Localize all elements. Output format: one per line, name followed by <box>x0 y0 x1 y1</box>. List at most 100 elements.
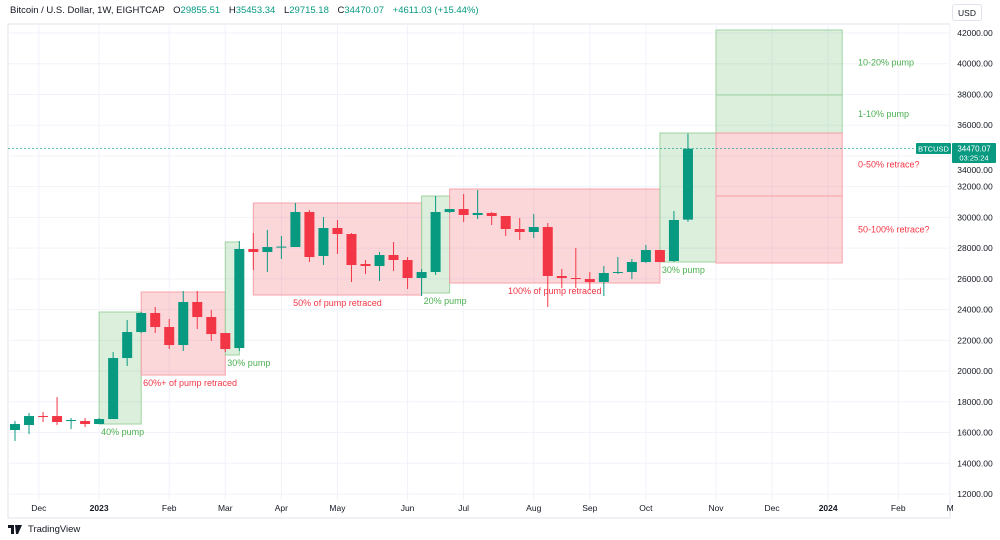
candle-body <box>514 229 525 233</box>
time-axis[interactable]: Dec 2023 Feb Mar Apr May Jun Jul Aug Sep Oct Nov Dec… <box>31 503 953 513</box>
candle-body <box>80 421 91 425</box>
candle-body <box>374 255 385 267</box>
candle-body <box>626 262 637 273</box>
projection-zone: 50-100% retrace? <box>715 195 930 264</box>
candle-body <box>528 227 539 233</box>
price-tag-symbol: BTCUSD <box>918 145 949 154</box>
tradingview-logo[interactable]: TradingView <box>8 524 80 535</box>
candle <box>402 257 413 290</box>
candle-body <box>542 227 553 277</box>
currency-button[interactable]: USD <box>952 4 982 21</box>
candle-body <box>164 327 175 346</box>
candle <box>542 223 553 308</box>
candle <box>430 196 441 276</box>
x-tick-label: Dec <box>31 503 47 513</box>
candle <box>416 269 427 297</box>
y-tick-label: 38000.00 <box>957 89 993 99</box>
box-label: 30% pump <box>662 265 705 275</box>
y-tick-label: 28000.00 <box>957 243 993 253</box>
candle-body <box>318 228 329 257</box>
annotation-boxes: 40% pump 60%+ of pump retraced 30% pump 50%… <box>98 29 930 437</box>
candle-body <box>402 260 413 279</box>
candle-body <box>178 302 189 346</box>
y-tick-label: 24000.00 <box>957 305 993 315</box>
candle <box>248 233 259 271</box>
candle-body <box>444 209 455 213</box>
price-axis[interactable]: 12000.00 14000.00 16000.00 18000.00 20000.00… <box>957 28 993 499</box>
candle-body <box>556 276 567 279</box>
box-label: 60%+ of pump retraced <box>143 378 237 388</box>
candle <box>556 269 567 289</box>
candle <box>360 260 371 275</box>
candle <box>234 241 245 352</box>
symbol-description[interactable]: Bitcoin / U.S. Dollar, 1W, EIGHTCAP <box>10 5 165 16</box>
price-tag-price: 34470.07 <box>957 145 991 154</box>
candle <box>388 242 399 272</box>
x-tick-label: Feb <box>891 503 906 513</box>
candle-body <box>360 264 371 267</box>
high-label: H <box>228 5 236 16</box>
close-label: C <box>337 5 345 16</box>
x-tick-label: Apr <box>275 503 288 513</box>
candle-body <box>10 424 20 431</box>
candle-body <box>94 419 105 425</box>
low-value: 29715.18 <box>289 5 329 16</box>
candle-body <box>458 209 469 216</box>
candle-body <box>52 416 63 423</box>
projection-zone: 1-10% pump <box>715 94 909 134</box>
candle <box>654 250 665 263</box>
y-tick-label: 22000.00 <box>957 335 993 345</box>
candle-body <box>220 333 231 350</box>
candle-body <box>346 234 357 266</box>
candle <box>136 312 147 334</box>
candle-body <box>122 332 133 359</box>
x-tick-label: Jun <box>401 503 415 513</box>
candle-body <box>612 272 623 274</box>
y-tick-label: 26000.00 <box>957 274 993 284</box>
candle <box>318 217 329 266</box>
candle-body <box>108 358 119 420</box>
open-value: 29855.51 <box>180 5 221 16</box>
candle <box>52 397 63 426</box>
candle <box>514 218 525 241</box>
candle-body <box>276 246 287 248</box>
candle <box>164 319 175 350</box>
candle-body <box>136 313 147 333</box>
candle-body <box>150 313 161 328</box>
x-tick-label: Sep <box>582 503 597 513</box>
y-tick-label: 20000.00 <box>957 366 993 376</box>
candle <box>304 210 315 263</box>
grid-lines <box>7 23 951 519</box>
candle-body <box>332 228 343 235</box>
x-tick-label: Jul <box>458 503 469 513</box>
candle-body <box>570 278 581 280</box>
y-tick-label: 34000.00 <box>957 165 993 175</box>
zone-rect <box>715 132 843 197</box>
projection-zone: 10-20% pump <box>715 29 914 96</box>
x-tick-label: Nov <box>708 503 724 513</box>
price-tag-countdown: 03:25:24 <box>959 154 988 163</box>
candle <box>472 190 483 220</box>
candle-body <box>472 213 483 216</box>
x-tick-label: May <box>329 503 346 513</box>
candle-body <box>584 279 595 283</box>
zone-rect <box>715 29 843 96</box>
x-tick-label: Feb <box>162 503 177 513</box>
y-tick-label: 32000.00 <box>957 182 993 192</box>
candle <box>374 252 385 282</box>
retrace-box: 100% of pump retraced <box>449 188 661 296</box>
candle <box>10 421 20 442</box>
y-tick-label: 12000.00 <box>957 489 993 499</box>
candle <box>24 413 35 435</box>
candle <box>682 133 693 222</box>
y-tick-label: 42000.00 <box>957 28 993 38</box>
candle <box>192 291 203 330</box>
candle-body <box>598 273 609 283</box>
y-tick-label: 14000.00 <box>957 458 993 468</box>
candle-body <box>500 216 511 230</box>
candle <box>122 320 133 367</box>
candle <box>80 418 91 428</box>
candle-body <box>290 212 301 248</box>
candle <box>332 220 343 255</box>
